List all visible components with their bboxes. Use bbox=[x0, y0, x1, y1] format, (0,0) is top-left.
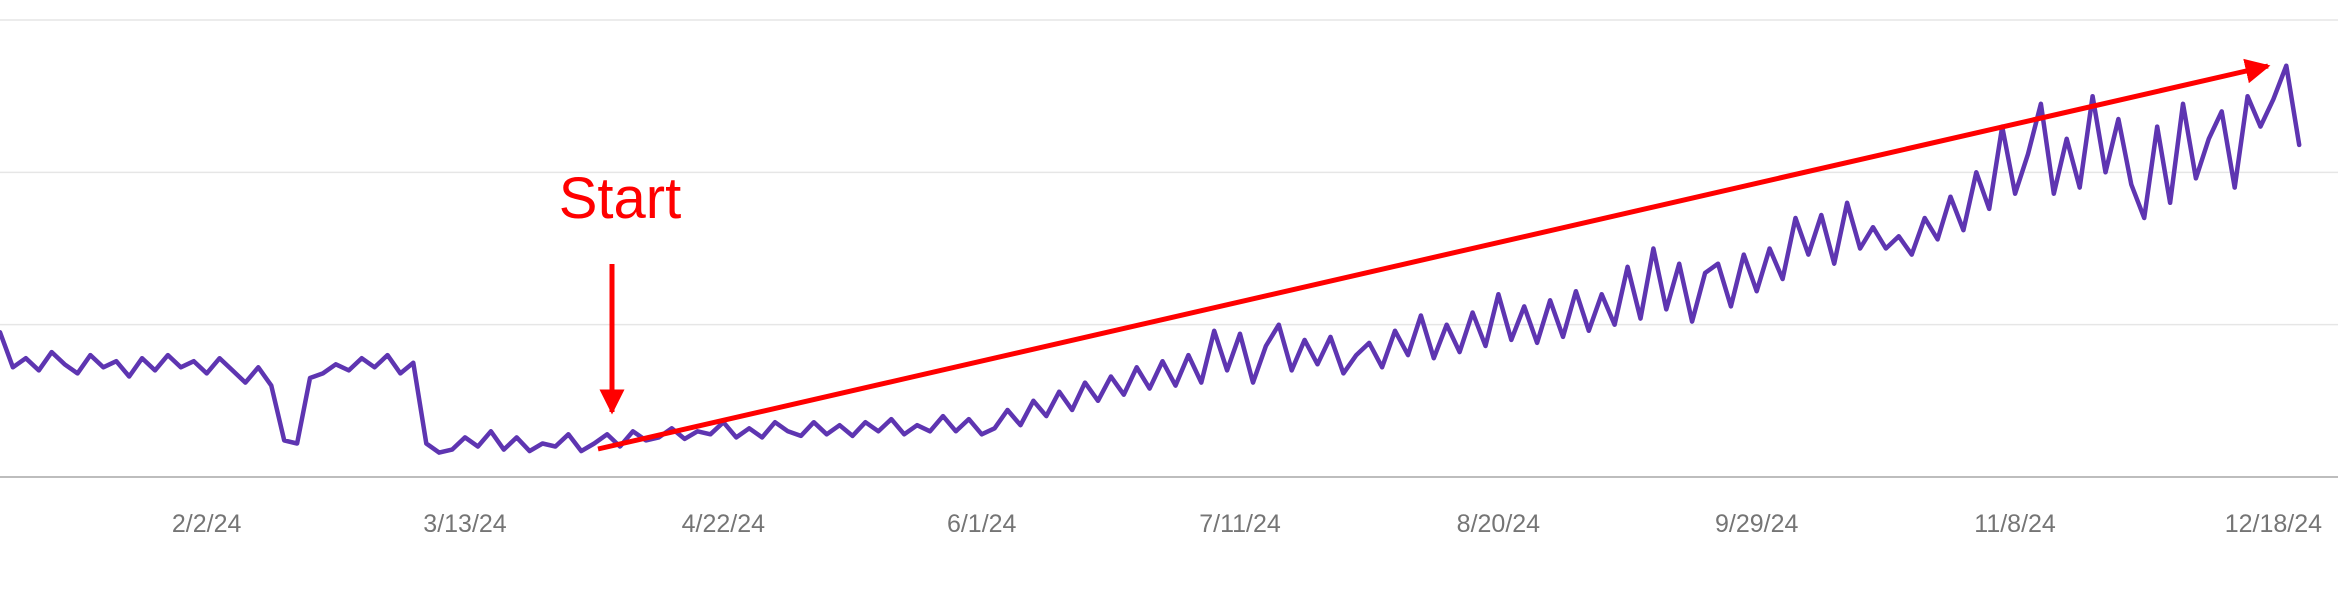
x-tick-label: 11/8/24 bbox=[1974, 510, 2056, 538]
start-label: Start bbox=[559, 166, 682, 231]
x-tick-label: 2/2/24 bbox=[172, 510, 242, 538]
grid bbox=[0, 19, 2338, 478]
data-line bbox=[0, 63, 2302, 455]
x-tick-label: 6/1/24 bbox=[947, 510, 1017, 538]
x-tick-label: 7/11/24 bbox=[1199, 510, 1281, 538]
trend-arrow bbox=[597, 58, 2271, 452]
x-tick-label: 12/18/24 bbox=[2225, 510, 2322, 538]
annotation: Start bbox=[559, 58, 2271, 452]
x-tick-label: 8/20/24 bbox=[1457, 510, 1541, 538]
x-tick-label: 4/22/24 bbox=[682, 510, 766, 538]
x-tick-label: 3/13/24 bbox=[423, 510, 507, 538]
x-axis: 12/24/232/2/243/13/244/22/246/1/247/11/2… bbox=[172, 510, 2322, 538]
plot bbox=[0, 63, 2302, 455]
x-tick-label: 9/29/24 bbox=[1715, 510, 1799, 538]
